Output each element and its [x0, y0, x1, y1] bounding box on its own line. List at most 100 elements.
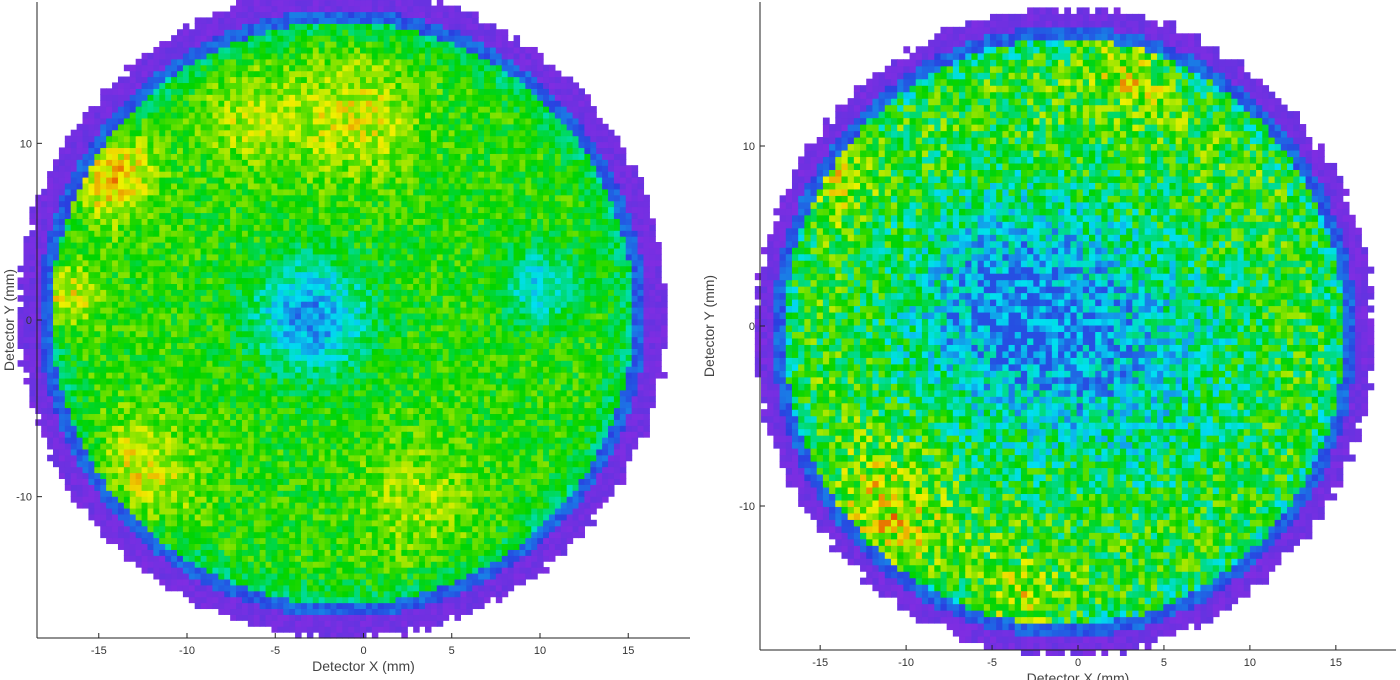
heatmap-cell: [560, 342, 568, 349]
heatmap-cell: [596, 478, 603, 485]
heatmap-cell: [472, 383, 479, 391]
heatmap-cell: [241, 448, 249, 456]
heatmap-cell: [360, 513, 367, 521]
heatmap-cell: [123, 543, 131, 550]
heatmap-cell: [318, 348, 326, 355]
heatmap-cell: [53, 330, 60, 338]
heatmap-cell: [200, 425, 208, 432]
heatmap-cell: [123, 472, 131, 480]
heatmap-cell: [135, 513, 143, 521]
heatmap-cell: [259, 407, 267, 415]
heatmap-cell: [265, 531, 273, 539]
heatmap-cell: [495, 301, 503, 308]
heatmap-cell: [177, 354, 184, 361]
heatmap-cell: [377, 531, 385, 539]
heatmap-cell: [295, 324, 302, 332]
heatmap-cell: [265, 519, 273, 527]
heatmap-cell: [537, 454, 544, 462]
heatmap-cell: [413, 578, 420, 586]
heatmap-cell: [153, 537, 160, 545]
heatmap-cell: [64, 383, 72, 391]
heatmap-cell: [206, 442, 214, 450]
heatmap-cell: [141, 401, 149, 409]
heatmap-cell: [602, 366, 609, 373]
heatmap-cell: [495, 348, 503, 355]
heatmap-cell: [171, 549, 178, 556]
heatmap-cell: [466, 572, 473, 580]
heatmap-cell: [218, 543, 225, 550]
heatmap-cell: [171, 307, 178, 314]
heatmap-cell: [424, 342, 432, 349]
heatmap-cell: [478, 372, 485, 379]
heatmap-cell: [472, 407, 479, 415]
heatmap-cell: [318, 431, 326, 438]
heatmap-cell: [283, 507, 290, 515]
heatmap-cell: [395, 537, 402, 545]
heatmap-cell: [200, 496, 208, 503]
heatmap-cell: [100, 448, 107, 456]
heatmap-cell: [200, 413, 208, 420]
heatmap-cell: [330, 596, 338, 604]
heatmap-cell: [448, 366, 456, 373]
heatmap-cell: [560, 525, 568, 533]
heatmap-cell: [495, 596, 503, 604]
heatmap-cell: [271, 407, 278, 415]
heatmap-cell: [531, 454, 538, 462]
heatmap-cell: [454, 425, 461, 432]
heatmap-cell: [348, 336, 355, 344]
heatmap-cell: [147, 419, 154, 426]
heatmap-cell: [460, 407, 467, 415]
heatmap-cell: [171, 507, 178, 515]
heatmap-cell: [572, 366, 580, 373]
heatmap-cell: [265, 354, 273, 361]
heatmap-cell: [259, 401, 267, 409]
heatmap-cell: [165, 372, 172, 379]
heatmap-cell: [489, 496, 497, 503]
heatmap-cell: [336, 490, 343, 497]
heatmap-cell: [76, 330, 84, 338]
heatmap-cell: [401, 383, 408, 391]
heatmap-cell: [608, 324, 615, 332]
heatmap-cell: [401, 354, 408, 361]
heatmap-cell: [330, 460, 338, 468]
heatmap-cell: [554, 377, 562, 385]
heatmap-cell: [159, 419, 166, 426]
heatmap-cell: [602, 413, 609, 420]
heatmap-cell: [342, 478, 349, 485]
heatmap-cell: [442, 377, 450, 385]
heatmap-cell: [401, 348, 408, 355]
heatmap-cell: [560, 336, 568, 344]
heatmap-cell: [41, 389, 48, 397]
heatmap-cell: [117, 448, 125, 456]
heatmap-cell: [566, 336, 574, 344]
heatmap-cell: [395, 466, 402, 474]
heatmap-cell: [377, 590, 385, 598]
heatmap-cell: [566, 448, 574, 456]
heatmap-cell: [507, 330, 515, 338]
heatmap-cell: [306, 596, 314, 604]
heatmap-cell: [35, 301, 42, 308]
heatmap-cell: [324, 442, 332, 450]
heatmap-cell: [218, 454, 225, 462]
heatmap-cell: [182, 360, 190, 367]
heatmap-cell: [578, 354, 585, 361]
heatmap-cell: [472, 543, 479, 550]
heatmap-cell: [171, 425, 178, 432]
heatmap-cell: [365, 401, 373, 409]
heatmap-cell: [147, 478, 154, 485]
heatmap-cell: [324, 395, 332, 403]
heatmap-cell: [117, 301, 125, 308]
heatmap-cell: [389, 578, 397, 586]
heatmap-cell: [177, 537, 184, 545]
heatmap-cell: [306, 307, 314, 314]
heatmap-cell: [348, 537, 355, 545]
heatmap-cell: [401, 413, 408, 420]
heatmap-cell: [76, 484, 84, 491]
heatmap-cell: [560, 366, 568, 373]
heatmap-cell: [442, 454, 450, 462]
heatmap-cell: [454, 484, 461, 491]
heatmap-cell: [259, 502, 267, 509]
heatmap-cell: [247, 312, 255, 320]
heatmap-cell: [289, 301, 296, 308]
heatmap-cell: [112, 383, 119, 391]
